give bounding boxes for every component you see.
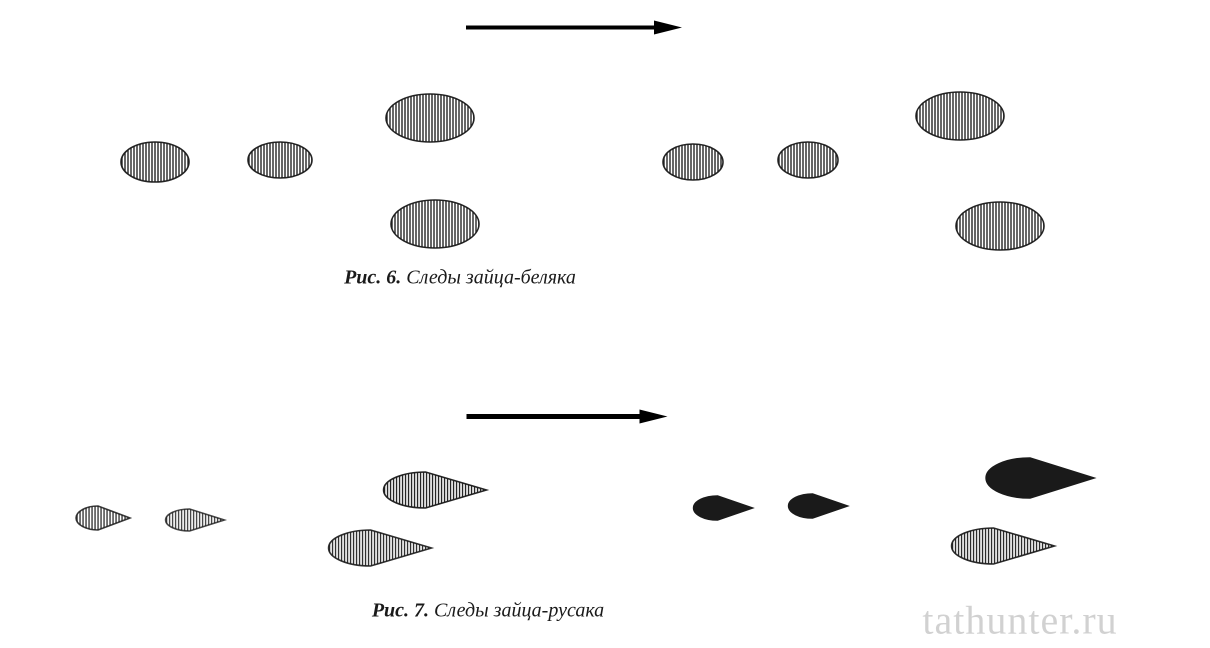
fig6-track (244, 138, 316, 182)
fig6-track (117, 138, 193, 186)
fig7-caption: Рис. 7. Следы зайца-русака (372, 600, 604, 623)
fig6-track (387, 196, 483, 252)
fig6-track (952, 198, 1048, 254)
fig7-track (690, 492, 757, 524)
caption-label: Рис. 7. (372, 600, 429, 622)
fig6-track (659, 140, 727, 184)
fig7-track (72, 502, 134, 534)
fig6-track (912, 88, 1008, 144)
caption-text: Следы зайца-русака (429, 600, 604, 622)
diagram-canvas: Рис. 6. Следы зайца-беляка Рис. 7. Следы … (0, 0, 1210, 648)
direction-arrow (465, 407, 672, 432)
watermark: tathunter.ru (922, 597, 1117, 644)
fig7-track (785, 490, 852, 522)
fig7-track (982, 454, 1098, 502)
fig7-track (325, 526, 436, 570)
caption-label: Рис. 6. (344, 267, 401, 289)
fig6-caption: Рис. 6. Следы зайца-беляка (344, 267, 576, 290)
caption-text: Следы зайца-беляка (401, 267, 576, 289)
fig6-track (382, 90, 478, 146)
fig6-track (774, 138, 842, 182)
fig7-track (948, 524, 1059, 568)
fig7-track (162, 505, 229, 535)
direction-arrow (464, 18, 686, 43)
fig7-track (380, 468, 491, 512)
